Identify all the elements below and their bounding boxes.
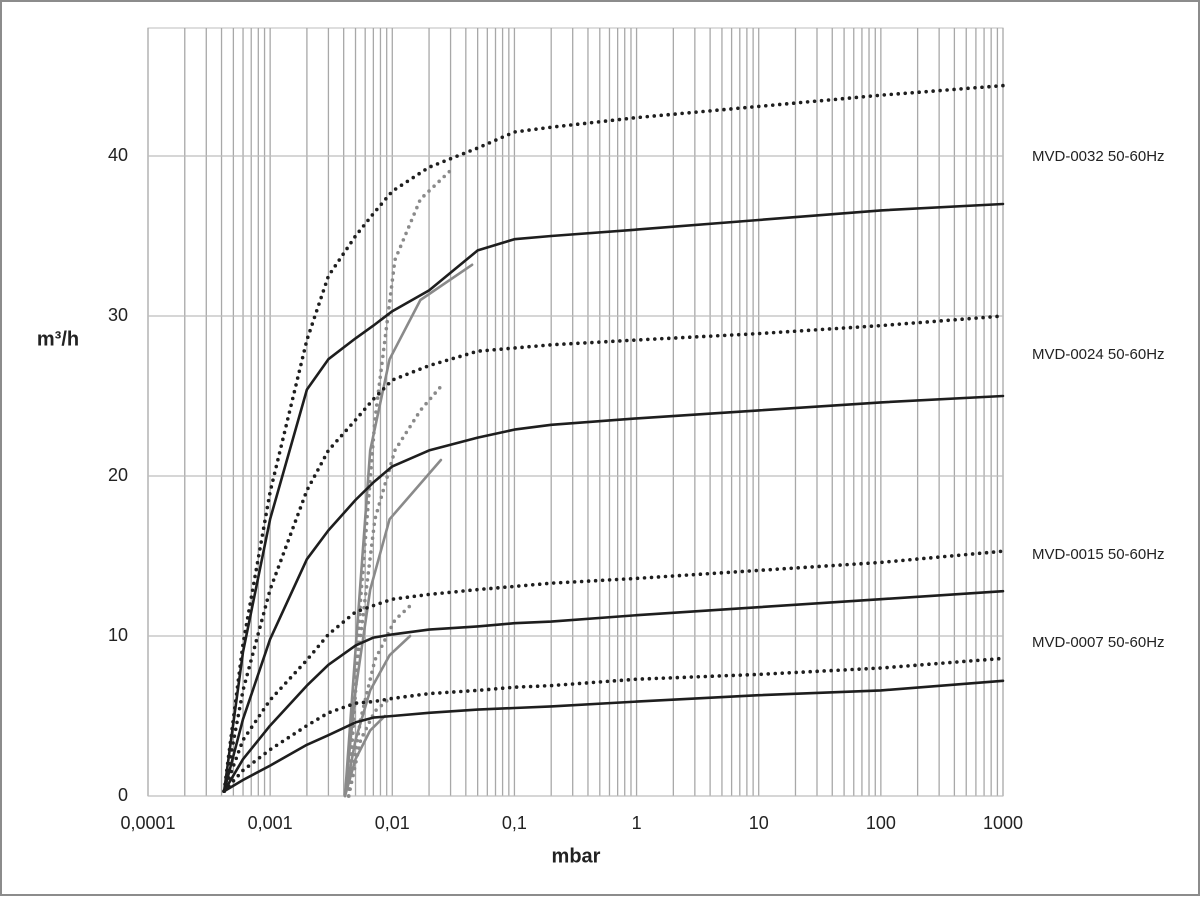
series-line	[222, 83, 1005, 793]
x-tick-label: 1	[632, 813, 642, 833]
series-line	[222, 202, 1005, 793]
x-tick-label: 0,01	[375, 813, 410, 833]
series-line	[222, 589, 1005, 793]
annotation: MVD-0015 50-60Hz	[1032, 546, 1165, 563]
y-tick-label: 30	[108, 305, 128, 325]
series-line	[343, 714, 387, 798]
x-tick-label: 0,0001	[120, 813, 175, 833]
x-tick-label: 1000	[983, 813, 1023, 833]
x-tick-label: 10	[749, 813, 769, 833]
series-line	[222, 679, 1005, 793]
series-line	[343, 263, 474, 798]
x-tick-label: 0,1	[502, 813, 527, 833]
series-line	[346, 600, 416, 798]
x-axis-title: mbar	[552, 845, 601, 867]
series-line	[346, 384, 443, 798]
annotation: MVD-0032 50-60Hz	[1032, 148, 1165, 165]
y-tick-label: 0	[118, 785, 128, 805]
series-line	[346, 696, 392, 798]
series-line	[222, 314, 1005, 793]
series-line	[222, 656, 1005, 793]
series-line	[222, 394, 1005, 793]
x-tick-label: 100	[866, 813, 896, 833]
y-tick-label: 20	[108, 465, 128, 485]
annotation: MVD-0007 50-60Hz	[1032, 634, 1165, 651]
series-line	[343, 634, 412, 798]
grid	[147, 27, 1004, 797]
y-axis-title: m³/h	[37, 328, 79, 350]
y-tick-label: 40	[108, 145, 128, 165]
annotation: MVD-0024 50-60Hz	[1032, 346, 1165, 363]
y-tick-label: 10	[108, 625, 128, 645]
x-tick-label: 0,001	[248, 813, 293, 833]
